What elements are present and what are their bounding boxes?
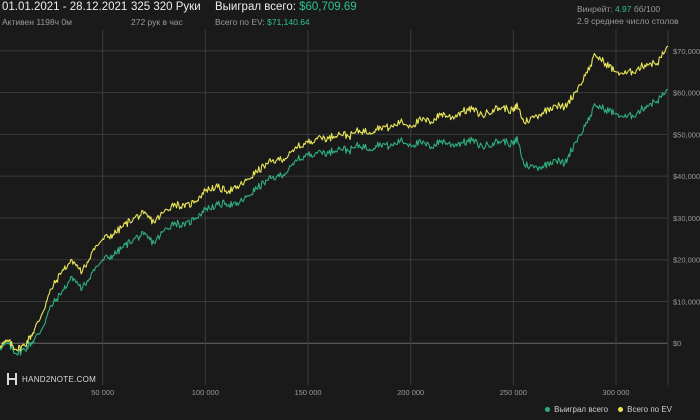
won-value: $60,709.69 xyxy=(299,1,357,13)
avg-tables: 2.9 среднее число столов xyxy=(577,16,679,26)
series-line-won xyxy=(0,88,669,356)
x-tick-label: 200 000 xyxy=(397,388,424,397)
date-range: 01.01.2021 - 28.12.2021 xyxy=(2,1,128,13)
winrate-label: Винрейт: xyxy=(577,4,613,14)
profit-chart: $0 $10,000 $20,000 $30,000 $40,000 $50,000 $60… xyxy=(0,30,700,397)
x-tick-label: 100 000 xyxy=(192,388,219,397)
legend-ev-dot-icon xyxy=(618,407,624,412)
won-total: Выиграл всего: $60,709.69 xyxy=(215,1,357,13)
legend-ev-label: Всего по EV xyxy=(627,405,672,414)
chart-grid xyxy=(0,30,668,385)
stats-header: 01.01.2021 - 28.12.2021 Активен 1198ч 0м… xyxy=(0,0,700,30)
y-tick-label: $50,000 xyxy=(673,130,700,139)
ev-value: $71,140.64 xyxy=(267,17,310,27)
ev-total: Всего по EV: $71,140.64 xyxy=(215,17,310,27)
x-tick-label: 250 000 xyxy=(500,388,527,397)
y-tick-label: $70,000 xyxy=(673,47,700,56)
winrate-unit: бб/100 xyxy=(633,4,661,14)
series-line-ev xyxy=(0,45,669,352)
y-tick-label: $0 xyxy=(673,339,681,348)
hands-per-hour: 272 рук в час xyxy=(131,17,183,27)
won-label: Выиграл всего: xyxy=(215,1,296,13)
y-tick-label: $60,000 xyxy=(673,89,700,98)
hands-count: 325 320 Руки xyxy=(131,1,201,13)
legend-won-label: Выиграл всего xyxy=(554,405,609,414)
legend-won-dot-icon xyxy=(545,407,551,412)
winrate-value: 4.97 xyxy=(614,4,632,14)
x-tick-label: 150 000 xyxy=(294,388,321,397)
hand2note-logo-icon xyxy=(7,373,17,385)
active-time: Активен 1198ч 0м xyxy=(2,17,72,27)
chart-axes: $0 $10,000 $20,000 $30,000 $40,000 $50,000 $60… xyxy=(91,30,700,397)
chart-series xyxy=(0,45,669,356)
x-tick-label: 50 000 xyxy=(91,388,114,397)
hand2note-logo: HAND2NOTE.COM xyxy=(6,371,96,387)
ev-label: Всего по EV: xyxy=(215,17,265,27)
y-tick-label: $30,000 xyxy=(673,214,700,223)
x-tick-label: 300 000 xyxy=(602,388,629,397)
chart-legend: Выиграл всего Всего по EV xyxy=(545,405,672,414)
legend-item-won[interactable]: Выиграл всего xyxy=(545,405,608,414)
y-tick-label: $40,000 xyxy=(673,172,700,181)
hand2note-logo-text: HAND2NOTE.COM xyxy=(22,374,97,384)
legend-item-ev[interactable]: Всего по EV xyxy=(618,405,672,414)
y-tick-label: $20,000 xyxy=(673,256,700,265)
winrate: Винрейт: 4.97 бб/100 xyxy=(577,4,660,14)
y-tick-label: $10,000 xyxy=(673,297,700,306)
